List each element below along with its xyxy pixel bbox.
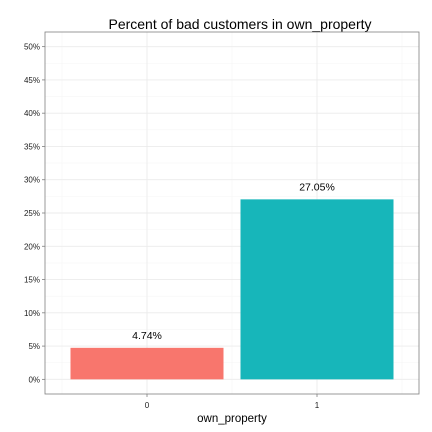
y-tick-label: 20% [24,242,40,251]
bars [70,199,394,380]
y-tick-label: 25% [24,209,40,218]
x-tick-label: 1 [315,401,320,410]
y-axis: 0% 5% 10% 15% 20% 25% 30% 35% 40% 45% 50% [24,43,45,384]
y-tick-label: 40% [24,109,40,118]
y-tick-label: 5% [28,342,40,351]
y-tick-label: 0% [28,375,40,384]
y-tick-label: 45% [24,76,40,85]
x-axis-title: own_property [197,413,267,425]
data-labels: 4.74% 27.05% [132,181,335,341]
y-tick-label: 10% [24,309,40,318]
y-tick-label: 30% [24,176,40,185]
chart-title: Percent of bad customers in own_property [108,16,371,32]
x-tick-label: 0 [145,401,150,410]
y-tick-label: 35% [24,142,40,151]
data-label-1: 27.05% [299,181,335,193]
bar-1 [240,199,394,380]
data-label-0: 4.74% [132,330,162,342]
bar-0 [70,347,224,380]
y-tick-label: 50% [24,43,40,52]
y-tick-label: 15% [24,276,40,285]
